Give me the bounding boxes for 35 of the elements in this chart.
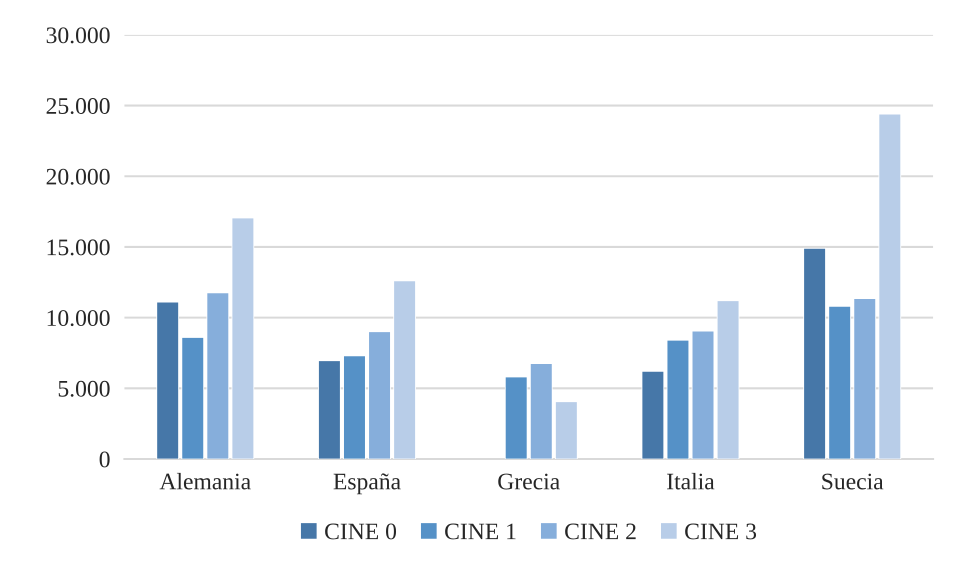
bar bbox=[555, 401, 578, 459]
bar bbox=[181, 336, 204, 459]
bar bbox=[803, 248, 826, 459]
bar bbox=[206, 292, 230, 459]
bar bbox=[232, 218, 254, 459]
y-tick-label: 30.000 bbox=[46, 27, 110, 44]
y-tick-label: 15.000 bbox=[48, 239, 110, 256]
x-tick-label: Italia bbox=[667, 472, 714, 490]
y-tick-label: 20.000 bbox=[46, 168, 110, 185]
bar bbox=[393, 280, 416, 459]
bar bbox=[318, 360, 341, 459]
x-tick-label: Suecia bbox=[822, 474, 884, 490]
bar bbox=[878, 114, 902, 459]
bar bbox=[156, 302, 180, 459]
y-tick-label: 25.000 bbox=[46, 98, 110, 114]
y-tick-label: 5.000 bbox=[58, 380, 110, 397]
bar bbox=[853, 298, 876, 459]
bar bbox=[692, 330, 714, 459]
x-tick-label: España bbox=[334, 473, 401, 494]
bar bbox=[368, 331, 391, 459]
bar bbox=[716, 300, 740, 459]
bar bbox=[504, 376, 528, 459]
bar bbox=[530, 363, 553, 459]
legend-label: CINE 2 bbox=[565, 524, 636, 540]
y-tick-label: 0 bbox=[100, 451, 110, 468]
y-tick-label: 10.000 bbox=[48, 310, 110, 326]
legend-label: CINE 1 bbox=[445, 524, 516, 540]
bar bbox=[343, 355, 366, 459]
bar bbox=[828, 306, 852, 459]
legend-label: CINE 3 bbox=[685, 524, 756, 540]
legend-label: CINE 0 bbox=[325, 523, 396, 540]
x-tick-label: Grecia bbox=[498, 474, 560, 490]
x-tick-label: Alemania bbox=[160, 472, 251, 490]
bar bbox=[642, 370, 664, 459]
bar bbox=[666, 340, 690, 459]
